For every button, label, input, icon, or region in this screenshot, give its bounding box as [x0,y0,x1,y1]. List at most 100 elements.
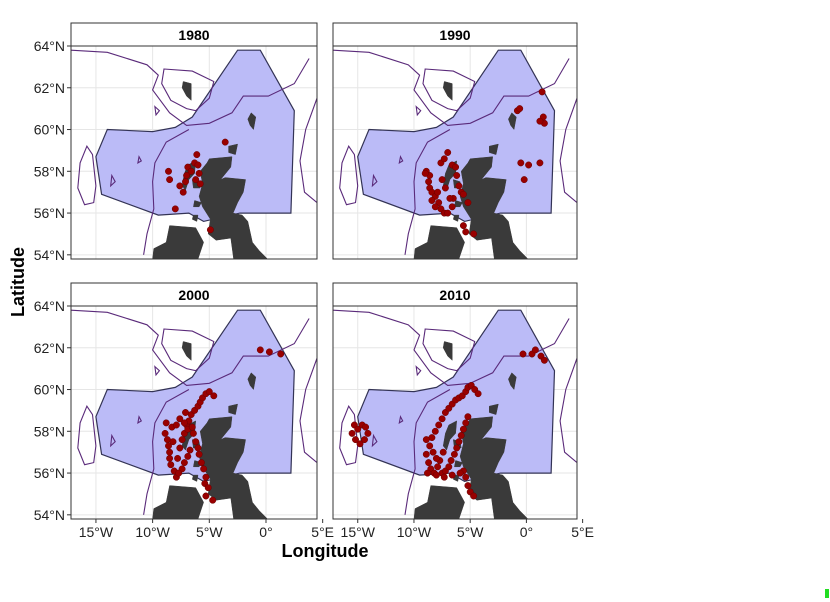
occurrence-point [520,176,528,184]
land-mass [192,214,199,222]
occurrence-point [182,409,189,416]
occurrence-point [432,471,440,479]
occurrence-point [444,209,452,217]
occurrence-point [432,454,440,462]
occurrence-point [434,188,442,196]
occurrence-point [459,222,467,230]
occurrence-point [536,117,544,125]
occurrence-point [525,161,533,169]
occurrence-point [439,448,447,456]
depth-contour [339,145,359,206]
occurrence-point [431,427,439,435]
occurrence-point [462,419,470,427]
occurrence-point [425,178,433,186]
occurrence-point [429,448,437,456]
occurrence-point [178,436,186,444]
occurrence-point [221,138,229,146]
lat-tick-label: 62°N [34,80,65,96]
occurrence-point [362,423,370,431]
corner-marker [825,589,829,598]
occurrence-point [256,346,264,354]
occurrence-point [193,151,201,159]
occurrence-point [172,421,180,429]
y-axis-title: Latitude [8,247,28,317]
strip-title-2000: 2000 [178,287,209,303]
occurrence-point [434,463,442,471]
lon-tick-label: 15°W [341,524,376,540]
depth-contour [559,358,577,464]
occurrence-point [448,203,456,211]
occurrence-point [186,446,194,454]
occurrence-point [447,457,455,464]
strip-title-2010: 2010 [439,287,470,303]
depth-contour [137,415,143,424]
occurrence-point [179,188,187,196]
occurrence-point [352,436,359,444]
lat-tick-label: 56°N [34,205,65,221]
land-mass [454,460,463,468]
depth-contour [154,105,161,117]
occurrence-point [457,432,465,439]
occurrence-point [194,444,202,452]
land-mass [152,225,204,259]
occurrence-point [183,172,191,179]
depth-contour [71,309,310,386]
depth-contour [422,328,476,372]
land-mass [508,372,517,391]
occurrence-point [438,415,446,423]
occurrence-point [531,346,539,354]
depth-contour [404,129,451,255]
depth-contour [143,129,190,255]
occurrence-point [189,429,197,437]
occurrence-point [166,448,174,456]
occurrence-point [426,442,434,450]
occurrence-point [444,149,452,156]
lat-tick-label: 54°N [34,507,65,523]
depth-contour [371,173,378,188]
land-mass [413,225,465,259]
land-mass [413,485,465,519]
occurrence-point [517,159,525,167]
occurrence-point [205,388,213,396]
occurrence-point [450,450,458,458]
strip-title-1990: 1990 [439,27,470,43]
depth-contour [109,433,116,448]
occurrence-point [195,450,203,458]
occurrence-point [171,205,179,213]
depth-contour [559,98,577,204]
occurrence-point [166,176,174,184]
occurrence-point [540,356,548,364]
land-mass [442,420,457,451]
depth-contour [77,145,97,206]
depth-contour [137,155,143,164]
land-mass [247,112,257,131]
occurrence-point [169,438,177,446]
land-mass [181,81,192,101]
occurrence-point [422,450,430,458]
lon-tick-label: 5°E [571,524,594,540]
lon-tick-label: 5°E [311,524,334,540]
occurrence-point [361,436,368,444]
depth-contour [415,365,422,377]
occurrence-point [452,163,460,171]
occurrence-point [167,461,175,469]
land-mass [489,403,499,415]
occurrence-point [210,392,218,400]
occurrence-point [174,454,182,462]
occurrence-point [448,471,456,479]
land-mass [442,341,453,361]
occurrence-point [459,425,467,433]
depth-contour [161,68,215,112]
occurrence-point [176,415,184,423]
occurrence-point [184,452,192,460]
occurrence-point [536,159,544,167]
occurrence-point [209,496,217,504]
land-mass [453,214,460,222]
occurrence-point [180,459,188,467]
panel-1990: 1990 [332,22,578,260]
occurrence-point [445,463,453,471]
lon-tick-label: 0° [520,524,533,540]
lon-tick-label: 0° [259,524,272,540]
study-area [357,309,556,483]
